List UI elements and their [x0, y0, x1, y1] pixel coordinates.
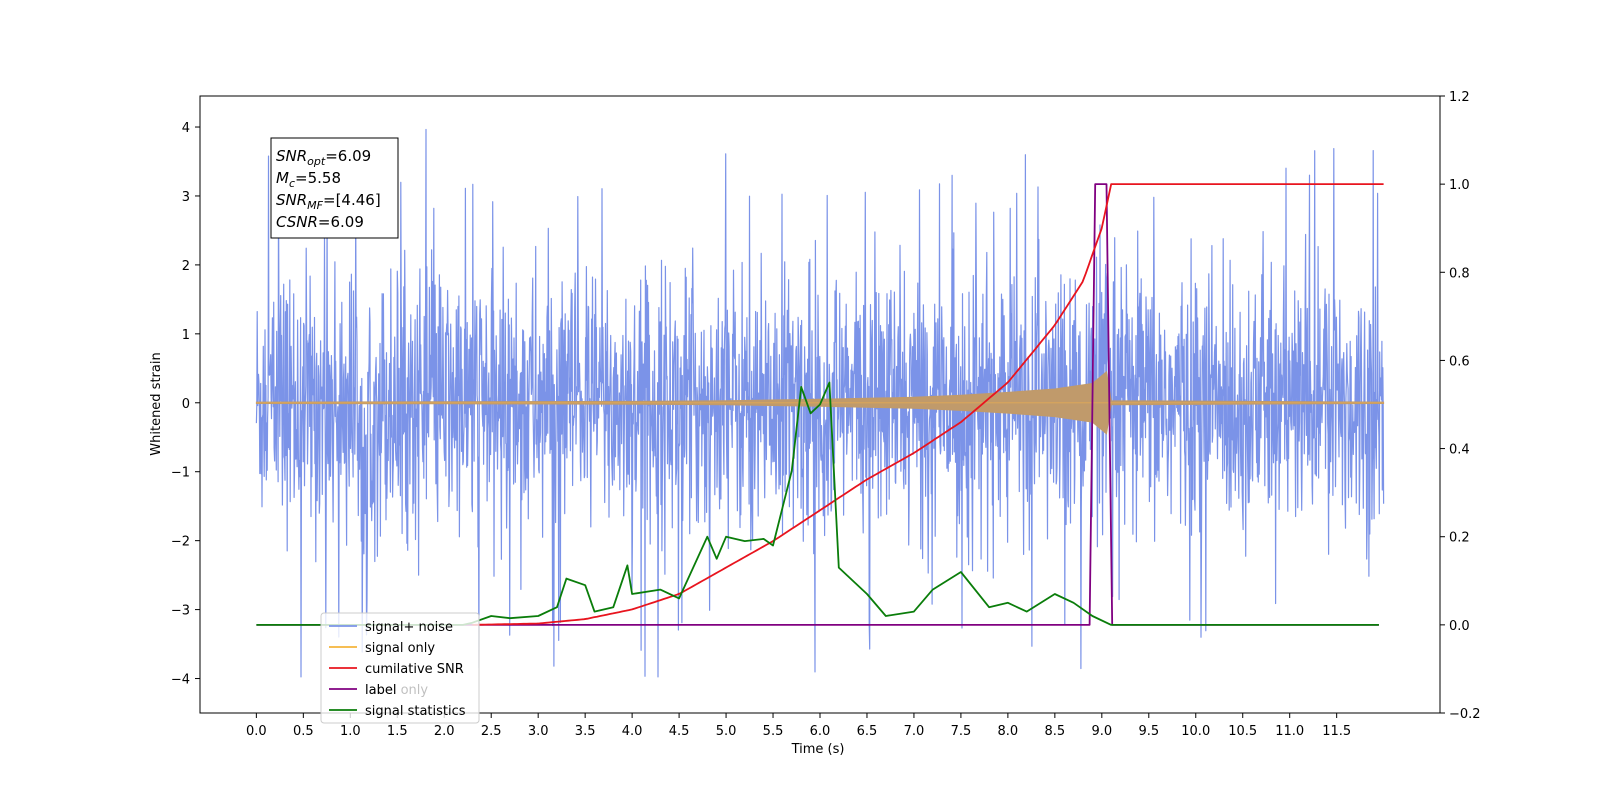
x-tick-label: 11.0 — [1275, 724, 1304, 739]
legend-entry: signal+ noise — [365, 620, 453, 635]
x-axis: 0.0 0.5 1.0 1.5 2.0 2.5 3.0 3.5 4.0 4.5 5.0 5.5 6.0 6… — [246, 713, 1351, 739]
legend-frame — [320, 612, 480, 724]
x-tick-label: 0.5 — [293, 724, 314, 739]
y-tick-label: 2 — [182, 259, 190, 274]
annotation-line: CSNR=6.09 — [276, 213, 364, 231]
x-tick-label: 10.5 — [1228, 724, 1257, 739]
x-tick-label: 3.0 — [528, 724, 549, 739]
x-tick-label: 4.5 — [669, 724, 690, 739]
legend-entry: signal only — [365, 641, 435, 656]
annotation-line: SNRMF=[4.46] — [276, 191, 381, 212]
y-tick-label: 3 — [182, 190, 190, 205]
y2-tick-label: 0.4 — [1449, 443, 1470, 458]
y-tick-label: 1 — [182, 328, 190, 343]
y-tick-label: 0 — [182, 397, 190, 412]
y-tick-label: −4 — [171, 673, 190, 688]
y2-tick-label: 1.2 — [1449, 90, 1470, 105]
x-tick-label: 1.0 — [340, 724, 361, 739]
y2-tick-label: 0.0 — [1449, 619, 1470, 634]
y2-tick-label: 1.0 — [1449, 178, 1470, 193]
series-cumulative-snr — [472, 183, 1384, 626]
series-signal-noise — [255, 128, 1385, 678]
y-tick-label: 4 — [182, 121, 190, 136]
annotation-line: Mc=5.58 — [276, 169, 341, 190]
legend-entry: cumilative SNR — [365, 662, 464, 677]
y-tick-label: −3 — [171, 604, 190, 619]
x-tick-label: 6.5 — [857, 724, 878, 739]
x-tick-label: 9.0 — [1091, 724, 1112, 739]
annotation-line: SNRopt=6.09 — [276, 147, 371, 168]
series-signal-statistics — [256, 381, 1379, 626]
y2-tick-label: 0.2 — [1449, 531, 1470, 546]
x-axis-label: Time (s) — [791, 742, 845, 757]
x-tick-label: 8.0 — [998, 724, 1019, 739]
y-tick-label: −2 — [171, 535, 190, 550]
y2-tick-label: 0.8 — [1449, 266, 1470, 281]
y-axis-right: −0.2 0.0 0.2 0.4 0.6 0.8 1.0 1.2 — [1440, 90, 1481, 722]
y-axis-label: Whitened strain — [149, 352, 164, 455]
legend: signal+ noise signal only cumilative SNR la… — [320, 612, 480, 724]
y2-tick-label: 0.6 — [1449, 354, 1470, 369]
x-tick-label: 1.5 — [387, 724, 408, 739]
legend-entry: signal statistics — [365, 704, 466, 719]
y2-tick-label: −0.2 — [1449, 707, 1481, 722]
x-tick-label: 6.0 — [810, 724, 831, 739]
x-tick-label: 7.5 — [951, 724, 972, 739]
x-tick-label: 0.0 — [246, 724, 267, 739]
x-tick-label: 5.0 — [716, 724, 737, 739]
legend-entry: label — [365, 683, 396, 698]
x-tick-label: 9.5 — [1138, 724, 1159, 739]
x-tick-label: 4.0 — [622, 724, 643, 739]
x-tick-label: 3.5 — [575, 724, 596, 739]
annotation-frame — [270, 137, 399, 239]
x-tick-label: 10.0 — [1181, 724, 1210, 739]
plot-area — [255, 128, 1385, 678]
x-tick-label: 2.5 — [481, 724, 502, 739]
x-tick-label: 2.0 — [434, 724, 455, 739]
y-tick-label: −1 — [171, 466, 190, 481]
x-tick-label: 7.0 — [904, 724, 925, 739]
x-tick-label: 11.5 — [1322, 724, 1351, 739]
x-tick-label: 5.5 — [763, 724, 784, 739]
y-axis-left: −4 −3 −2 −1 0 1 2 3 4 — [171, 121, 200, 688]
x-tick-label: 8.5 — [1045, 724, 1066, 739]
legend-ghost-text: label only — [365, 683, 428, 698]
